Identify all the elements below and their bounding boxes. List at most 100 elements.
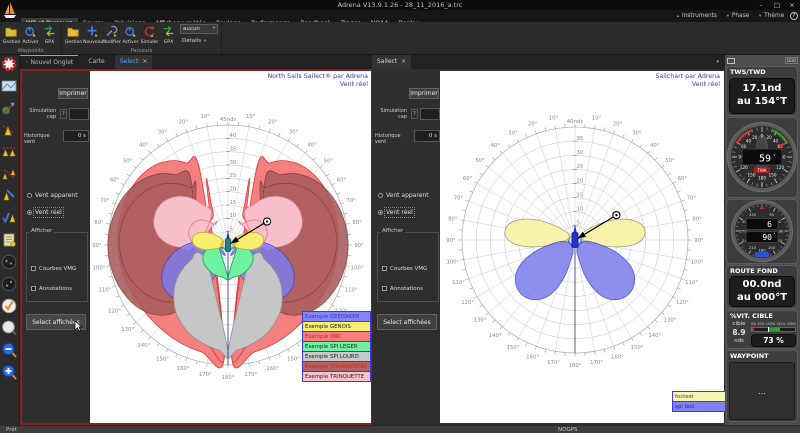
minimize-button[interactable]: – [759,1,763,9]
simulation-cap-input[interactable] [69,108,89,120]
close-tab-icon[interactable]: × [401,58,407,65]
svg-text:60°: 60° [337,177,347,183]
svg-text:120°: 120° [108,308,121,314]
svg-text:10°: 10° [201,114,211,120]
tab-sailect[interactable]: Sailect × [372,55,412,69]
route-fond-label: ROUTE FOND [730,267,778,275]
compass-dim-icon[interactable] [1,254,19,271]
app-logo-icon [3,1,18,20]
simuler-button[interactable]: Simuler [140,23,159,45]
close-tab-icon[interactable]: × [142,58,148,65]
gpx-button[interactable]: GPX [40,23,59,45]
historique-vent-input[interactable] [414,130,440,142]
waypoint-value[interactable]: ... [729,362,795,420]
svg-text:10°: 10° [246,114,256,120]
compass-dim2-icon[interactable] [1,276,19,293]
simulation-help-button[interactable]: ? [60,109,67,119]
svg-text:35: 35 [577,136,584,142]
svg-text:90°: 90° [694,238,704,244]
right-panel-tabstrip: Sailect × ▾ [372,55,725,69]
sail-polar-chart[interactable]: 5 10 15 20 25 30 35 40nds 10° 10° 20° 20° 30° 30° 40° 4… [440,71,724,423]
help-button[interactable]: ? [790,12,798,20]
svg-text:20°: 20° [178,120,188,126]
svg-text:35: 35 [230,146,237,152]
tab-select[interactable]: Select × [114,55,153,69]
instruments-sidebar: DDB TWS/TWD 17.1nd au 154°T 202040406060… [725,55,800,425]
svg-text:100°: 100° [691,259,704,265]
svg-text:80°: 80° [94,220,104,226]
svg-text:20: 20 [577,178,584,184]
vent-apparent-radio[interactable]: Vent apparent [378,192,429,200]
legend-item-spi-test[interactable]: spi test [672,401,729,413]
route-icon[interactable] [1,100,19,117]
vent-apparent-radio[interactable]: Vent apparent [27,192,78,200]
nouveau-button[interactable]: Nouveau [83,23,103,45]
modifier-button[interactable]: Modifier [102,23,121,45]
courbes-vmg-checkbox[interactable]: Courbes VMG [31,266,76,273]
right-chart-area: 5 10 15 20 25 30 35 40nds 10° 10° 20° 20° 30° 30° 40° 4… [440,71,724,423]
tab-carte[interactable]: Carte [88,58,105,65]
historique-vent-label: Historique vent [24,133,50,145]
chevron-down-icon: ▾ [726,14,730,19]
svg-text:170°: 170° [244,372,257,378]
left-tool-column [0,55,20,425]
checkbox-icon [31,266,36,271]
gpx-button[interactable]: GPX [159,23,178,45]
menu-instruments[interactable]: ▴ Instruments [676,13,717,19]
waypoint-check-icon[interactable] [1,210,19,227]
svg-text:0: 0 [761,134,764,139]
zoom-out-icon[interactable] [1,342,19,359]
simulation-cap-input[interactable] [420,108,440,120]
annotations-checkbox[interactable]: Annotations [382,286,423,293]
display-icon [727,58,735,64]
waypoint-route-icon[interactable] [1,166,19,183]
svg-text:180: 180 [758,247,766,252]
mouse-cursor-icon [74,320,83,332]
vent-reel-radio[interactable]: Vent réel [378,207,415,218]
svg-text:80°: 80° [352,220,362,226]
life-ring-icon[interactable] [1,56,19,73]
close-button[interactable]: × [789,1,795,9]
radio-icon [27,193,32,198]
svg-text:30°: 30° [289,129,299,135]
annotations-checkbox[interactable]: Annotations [31,286,72,293]
courbes-vmg-checkbox[interactable]: Courbes VMG [382,266,427,273]
notes-icon[interactable] [1,232,19,249]
percent-marker [767,327,770,332]
vent-reel-radio[interactable]: Vent réel [27,207,64,218]
parcours-select[interactable]: aucun ▾ [180,24,218,34]
tab-list-chevron-icon[interactable]: ▾ [716,59,719,65]
svg-text:40: 40 [230,133,237,139]
select-affichees-button[interactable]: Select affichées [377,314,437,330]
activer-button[interactable]: Activer [21,23,40,45]
historique-vent-input[interactable] [63,130,89,142]
svg-text:170°: 170° [547,360,560,366]
activer-button[interactable]: Activer [121,23,140,45]
svg-text:40°: 40° [139,142,149,148]
select-affichees-button[interactable]: Select affichées [26,314,86,330]
map-icon[interactable] [1,78,19,95]
checkbox-icon [31,286,36,291]
heading-gauge-box: 306090120150180210240270300330690° [726,199,798,264]
gestion-button[interactable]: Gestion [2,23,21,45]
legend-item-exemple-trinquette[interactable]: Exemple TRINQUETTE [302,371,371,383]
svg-text:110°: 110° [452,280,465,286]
print-button[interactable]: Imprimer [58,88,88,99]
menu-phase[interactable]: ▾ Phase [726,13,750,19]
svg-text:170°: 170° [199,372,212,378]
gestion-button[interactable]: Gestion [64,23,83,45]
details-button[interactable]: Détails ▾ [182,38,207,44]
waypoint-drop-icon[interactable] [1,188,19,205]
sail-polar-chart[interactable]: 5 10 15 20 25 30 35 40 45nds 10° 10° 20° 20° 30° 30° 40… [90,71,371,423]
simulation-help-button[interactable]: ? [411,109,418,119]
svg-text:70°: 70° [100,198,110,204]
tab-nouvel-onglet[interactable]: ◦ Nouvel Onglet [20,55,79,69]
waypoint-cone-icon[interactable] [1,122,19,139]
target-check-icon[interactable] [1,298,19,315]
zoom-in-icon[interactable] [1,364,19,381]
area-zoom-icon[interactable] [1,320,19,337]
menu-theme[interactable]: ▾ Thème [759,13,785,19]
waypoint-pair-icon[interactable] [1,144,19,161]
print-button[interactable]: Imprimer [409,88,439,99]
maximize-button[interactable]: □ [773,1,781,9]
